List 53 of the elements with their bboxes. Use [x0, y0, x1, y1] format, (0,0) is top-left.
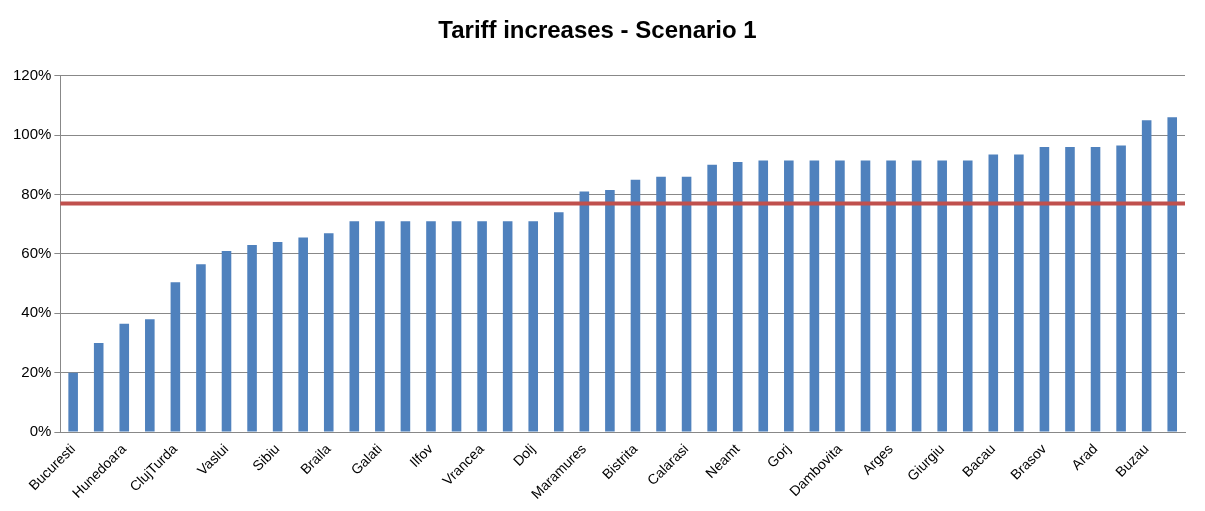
bar: [349, 221, 360, 432]
bar: [119, 323, 130, 432]
bar: [1014, 154, 1024, 432]
bar: [605, 190, 615, 432]
bar: [1167, 117, 1178, 432]
bar: [145, 319, 155, 432]
bar: [1090, 147, 1101, 432]
bar: [375, 221, 385, 432]
bar: [707, 164, 717, 432]
bar: [630, 179, 641, 432]
bar: [784, 160, 794, 432]
bar: [681, 176, 692, 432]
bar: [272, 242, 283, 432]
bar: [835, 160, 845, 432]
x-tick-label: Ilfov: [406, 440, 436, 471]
y-tick-label: 100%: [12, 125, 52, 143]
chart-title: Tariff increases - Scenario 1: [438, 16, 757, 44]
bar: [579, 191, 590, 432]
bar: [93, 343, 104, 432]
y-tick-label: 20%: [21, 362, 52, 380]
y-tick-label: 60%: [21, 244, 52, 262]
bar: [502, 221, 513, 432]
bar: [323, 233, 334, 432]
bar: [1039, 147, 1050, 432]
bar: [553, 212, 564, 432]
bar: [477, 221, 487, 432]
bar: [758, 160, 769, 432]
bar: [962, 160, 973, 432]
y-tick-label: 120%: [12, 65, 52, 83]
bar: [1065, 147, 1075, 432]
bar: [937, 160, 947, 432]
bar: [656, 176, 666, 432]
bar: [196, 264, 206, 432]
bar: [68, 372, 78, 432]
bar: [170, 282, 181, 432]
bar: [400, 221, 411, 432]
y-tick-label: 80%: [21, 184, 52, 202]
bar: [732, 161, 743, 432]
bar: [886, 160, 896, 432]
bar: [221, 250, 232, 432]
bar: [860, 160, 871, 432]
bar: [1141, 120, 1152, 432]
bar: [809, 160, 820, 432]
bar: [1116, 145, 1126, 432]
bar: [528, 221, 539, 432]
bar: [911, 160, 922, 432]
bar: [247, 245, 257, 432]
y-tick-label: 0%: [29, 422, 52, 440]
bar: [451, 221, 462, 432]
bar: [426, 221, 436, 432]
bar: [988, 154, 999, 432]
bar: [298, 237, 308, 432]
y-tick-label: 40%: [21, 303, 52, 321]
